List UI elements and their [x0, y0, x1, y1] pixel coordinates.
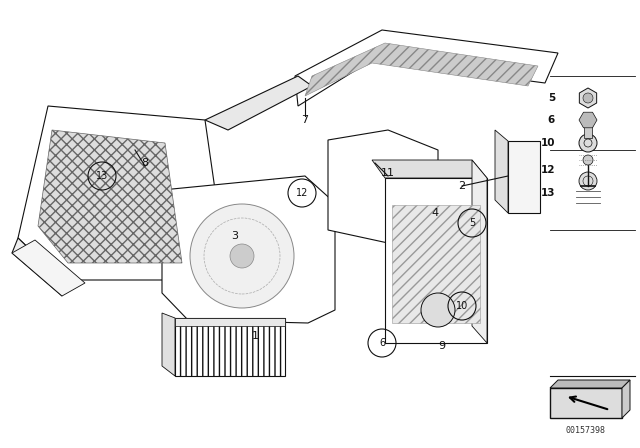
- Text: 11: 11: [381, 168, 395, 178]
- Text: 10: 10: [456, 301, 468, 311]
- Text: 3: 3: [232, 231, 239, 241]
- Polygon shape: [328, 130, 438, 243]
- Text: 12: 12: [541, 165, 555, 175]
- Text: 00157398: 00157398: [566, 426, 606, 435]
- Text: 5: 5: [548, 93, 555, 103]
- Circle shape: [230, 244, 254, 268]
- Polygon shape: [162, 313, 175, 376]
- Circle shape: [579, 172, 597, 190]
- Polygon shape: [622, 380, 630, 418]
- Circle shape: [583, 155, 593, 165]
- Text: 1: 1: [252, 331, 259, 341]
- Polygon shape: [205, 76, 312, 130]
- Text: 7: 7: [301, 115, 308, 125]
- Bar: [584, 120, 592, 138]
- Polygon shape: [579, 112, 597, 128]
- Text: 6: 6: [548, 115, 555, 125]
- Text: 5: 5: [469, 218, 475, 228]
- Polygon shape: [12, 240, 85, 296]
- Polygon shape: [18, 106, 228, 280]
- Text: 13: 13: [541, 188, 555, 198]
- Text: 4: 4: [431, 208, 438, 218]
- Bar: [385, 178, 487, 343]
- Polygon shape: [12, 238, 62, 296]
- Polygon shape: [162, 176, 335, 323]
- Polygon shape: [579, 88, 596, 108]
- Bar: [175, 318, 285, 376]
- Circle shape: [583, 93, 593, 103]
- Text: 9: 9: [438, 341, 445, 351]
- Polygon shape: [175, 318, 285, 326]
- Text: 13: 13: [96, 171, 108, 181]
- Text: 2: 2: [458, 181, 465, 191]
- Text: 12: 12: [296, 188, 308, 198]
- Circle shape: [190, 204, 294, 308]
- Polygon shape: [372, 160, 487, 178]
- Circle shape: [421, 293, 455, 327]
- Polygon shape: [295, 30, 558, 106]
- Circle shape: [579, 134, 597, 152]
- Polygon shape: [38, 130, 182, 263]
- Bar: [392, 205, 480, 323]
- Bar: [508, 141, 540, 213]
- Polygon shape: [305, 43, 538, 96]
- Polygon shape: [495, 130, 508, 213]
- Polygon shape: [550, 380, 630, 388]
- Polygon shape: [472, 160, 487, 343]
- Text: 6: 6: [379, 338, 385, 348]
- Bar: [550, 388, 622, 418]
- Text: 8: 8: [141, 158, 148, 168]
- Text: 10: 10: [541, 138, 555, 148]
